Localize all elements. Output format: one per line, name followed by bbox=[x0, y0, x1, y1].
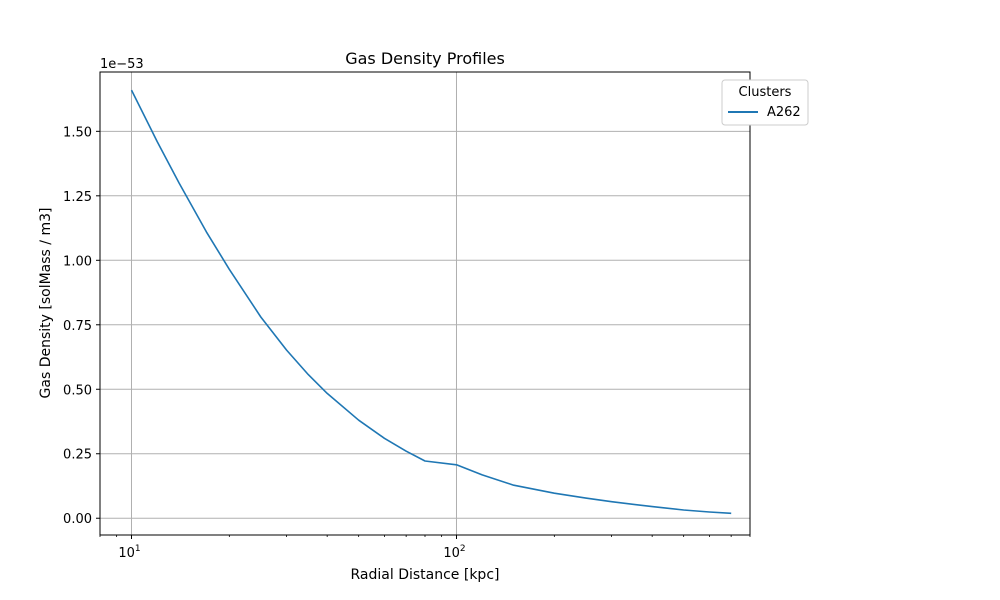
y-tick-label: 0.25 bbox=[63, 448, 92, 463]
x-axis: 101 102 bbox=[99, 535, 751, 561]
legend: Clusters A262 bbox=[721, 79, 809, 126]
grid-lines bbox=[100, 72, 750, 535]
y-axis-label: Gas Density [solMass / m3] bbox=[38, 208, 54, 399]
y-axis: 0.00 0.25 0.50 0.75 1.00 1.25 1.50 bbox=[63, 125, 100, 527]
y-offset-label: 1e−53 bbox=[100, 57, 144, 72]
legend-label-a262: A262 bbox=[767, 105, 801, 120]
y-tick-label: 0.75 bbox=[63, 319, 92, 334]
chart-title: Gas Density Profiles bbox=[345, 49, 505, 68]
y-tick-label: 1.25 bbox=[63, 190, 92, 205]
y-tick-label: 0.50 bbox=[63, 383, 92, 398]
y-tick-label: 1.50 bbox=[63, 125, 92, 140]
legend-title: Clusters bbox=[739, 85, 792, 100]
legend-box bbox=[721, 79, 809, 126]
x-tick-label: 101 bbox=[118, 544, 140, 561]
series-line-a262 bbox=[130, 89, 732, 515]
y-tick-label: 0.00 bbox=[63, 512, 92, 527]
series-layer bbox=[130, 89, 732, 515]
x-tick-label: 102 bbox=[443, 544, 465, 561]
plot-frame bbox=[99, 71, 751, 536]
x-axis-label: Radial Distance [kpc] bbox=[351, 567, 500, 583]
y-tick-label: 1.00 bbox=[63, 254, 92, 269]
